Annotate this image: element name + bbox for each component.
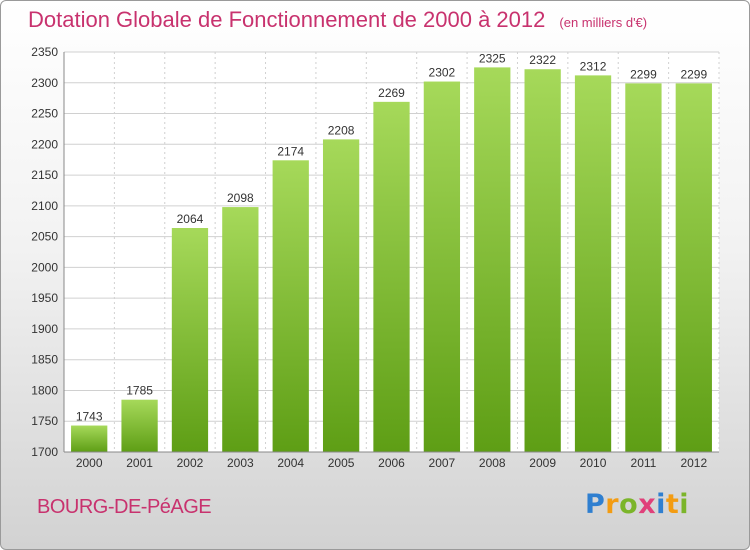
x-tick-label: 2011 [631,456,657,470]
bar-2012 [675,83,712,452]
logo-letter: x [638,489,657,520]
x-tick-label: 2000 [76,456,103,470]
x-tick-label: 2003 [227,456,254,470]
y-tick-label: 1950 [31,291,58,305]
y-tick-label: 2300 [31,76,58,90]
x-tick-label: 2002 [177,456,204,470]
bar-2008 [474,67,511,452]
bar-2006 [373,101,410,452]
logo-letter: P [585,489,606,520]
x-tick-label: 2006 [378,456,405,470]
data-label: 2302 [429,66,456,80]
data-label: 2064 [177,212,204,226]
x-tick-label: 2005 [328,456,355,470]
city-name: BOURG-DE-PéAGE [37,496,212,518]
bar-2005 [322,139,360,452]
y-tick-label: 1850 [31,353,58,367]
y-tick-label: 2200 [31,137,58,151]
x-tick-label: 2007 [429,456,456,470]
data-label: 1743 [76,410,103,424]
data-label: 1785 [126,384,153,398]
y-tick-label: 2100 [31,199,58,213]
data-label: 2269 [378,86,405,100]
y-tick-label: 2150 [31,168,58,182]
data-label: 2208 [328,123,355,137]
y-tick-label: 2250 [31,107,58,121]
chart-title-text: Dotation Globale de Fonctionnement de 20… [28,7,546,32]
bar-2003 [222,207,259,452]
data-label: 2174 [277,144,304,158]
bar-2004 [272,160,309,453]
y-tick-label: 1700 [31,445,58,459]
x-tick-label: 2004 [277,456,304,470]
data-label: 2098 [227,191,254,205]
data-label: 2312 [580,59,607,73]
y-tick-label: 1800 [31,383,58,397]
x-tick-label: 2012 [680,456,707,470]
logo-letter: i [679,489,690,520]
y-tick-label: 2350 [31,45,58,59]
data-label: 2299 [680,67,707,81]
bar-2007 [423,81,461,453]
y-tick-label: 2050 [31,230,58,244]
x-tick-label: 2010 [580,456,607,470]
logo-letter: o [619,489,639,520]
bar-2010 [574,75,612,452]
data-label: 2299 [630,67,657,81]
bar-2002 [171,228,209,452]
bar-2009 [524,69,561,452]
x-tick-label: 2001 [126,456,153,470]
data-label: 2325 [479,51,506,65]
bar-2000 [71,425,108,452]
x-tick-label: 2009 [529,456,556,470]
x-tick-label: 2008 [479,456,506,470]
chart-subtitle: (en milliers d'€) [559,15,648,30]
logo-letter: i [656,489,666,520]
bar-2011 [625,83,662,452]
y-tick-label: 1750 [31,414,58,428]
chart-title: Dotation Globale de Fonctionnement de 20… [28,7,647,33]
y-tick-label: 1900 [31,322,58,336]
logo-letter: r [605,489,620,520]
data-label: 2322 [529,53,556,67]
bar-2001 [121,399,158,452]
y-tick-label: 2000 [31,260,58,274]
logo-letter: t [665,489,680,520]
proxiti-logo: Proxiti [585,489,689,520]
